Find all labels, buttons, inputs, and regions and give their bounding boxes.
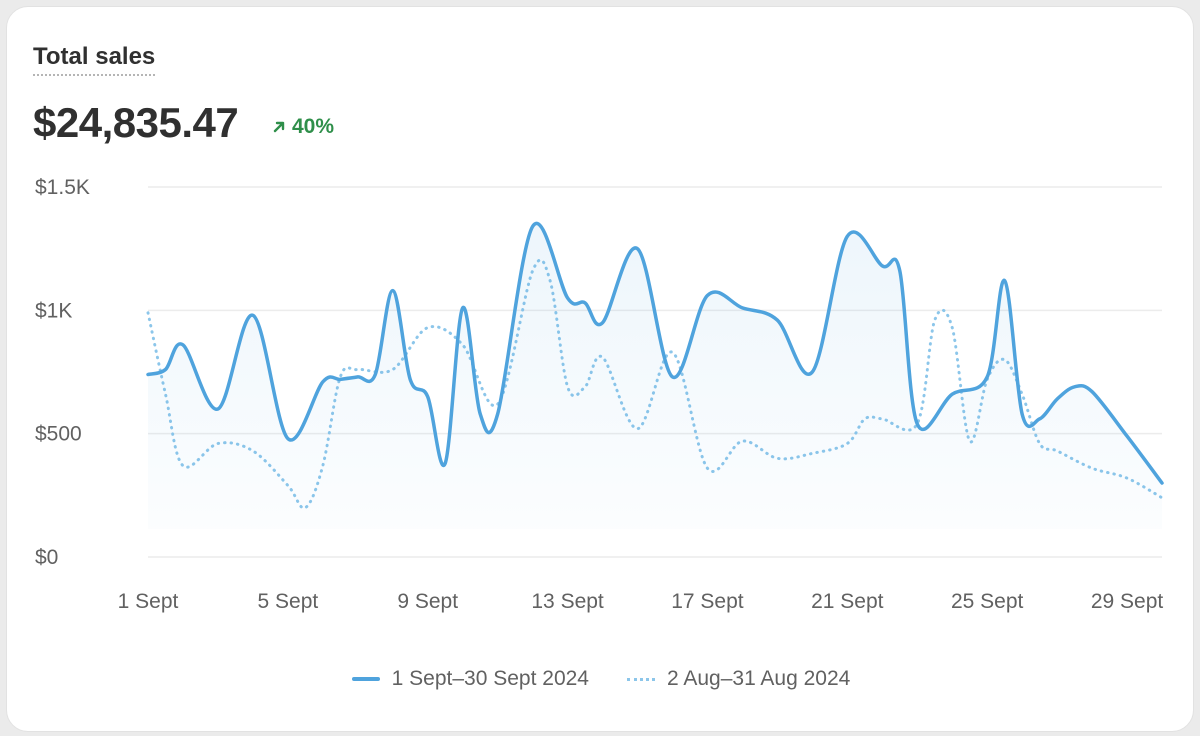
sales-line-chart: $0 $500 $1K $1.5K 1 Sept 5 Sept 9 Sept 13 Sept… <box>35 176 1164 613</box>
x-axis: 1 Sept 5 Sept 9 Sept 13 Sept 17 Sept 21 Sept 2… <box>118 590 1164 613</box>
x-tick-label: 21 Sept <box>811 590 884 613</box>
total-sales-value: $24,835.47 <box>33 99 239 146</box>
arrow-up-right-icon <box>273 121 285 133</box>
legend-swatch-solid <box>351 677 380 681</box>
legend-label-previous: 2 Aug–31 Aug 2024 <box>666 667 851 690</box>
y-tick-label: $1K <box>35 299 72 322</box>
x-tick-label: 29 Sept <box>1091 590 1164 613</box>
series-line-current[interactable] <box>146 221 1164 485</box>
y-tick-label: $500 <box>35 423 82 446</box>
card-title[interactable]: Total sales <box>33 43 156 76</box>
legend-item-previous[interactable]: 2 Aug–31 Aug 2024 <box>626 667 851 691</box>
legend-item-current[interactable]: 1 Sept–30 Sept 2024 <box>351 667 589 691</box>
x-tick-label: 17 Sept <box>671 590 744 613</box>
y-tick-label: $1.5K <box>35 176 90 199</box>
x-tick-label: 5 Sept <box>258 590 319 613</box>
legend-label-current: 1 Sept–30 Sept 2024 <box>391 667 589 690</box>
x-tick-label: 13 Sept <box>531 590 604 613</box>
x-tick-label: 9 Sept <box>397 590 458 613</box>
y-tick-label: $0 <box>35 546 58 569</box>
total-sales-card: Total sales $24,835.47 40% $0 $500 $1K $1.5… <box>6 6 1194 732</box>
chart-legend: 1 Sept–30 Sept 2024 2 Aug–31 Aug 2024 <box>7 667 1195 691</box>
series-area-current <box>148 223 1162 529</box>
change-percent: 40% <box>292 115 335 138</box>
series-layer <box>146 221 1164 529</box>
legend-swatch-dotted <box>626 677 655 681</box>
x-tick-label: 1 Sept <box>118 590 179 613</box>
x-tick-label: 25 Sept <box>951 590 1024 613</box>
y-axis: $0 $500 $1K $1.5K <box>35 176 90 569</box>
change-badge: 40% <box>272 115 334 139</box>
